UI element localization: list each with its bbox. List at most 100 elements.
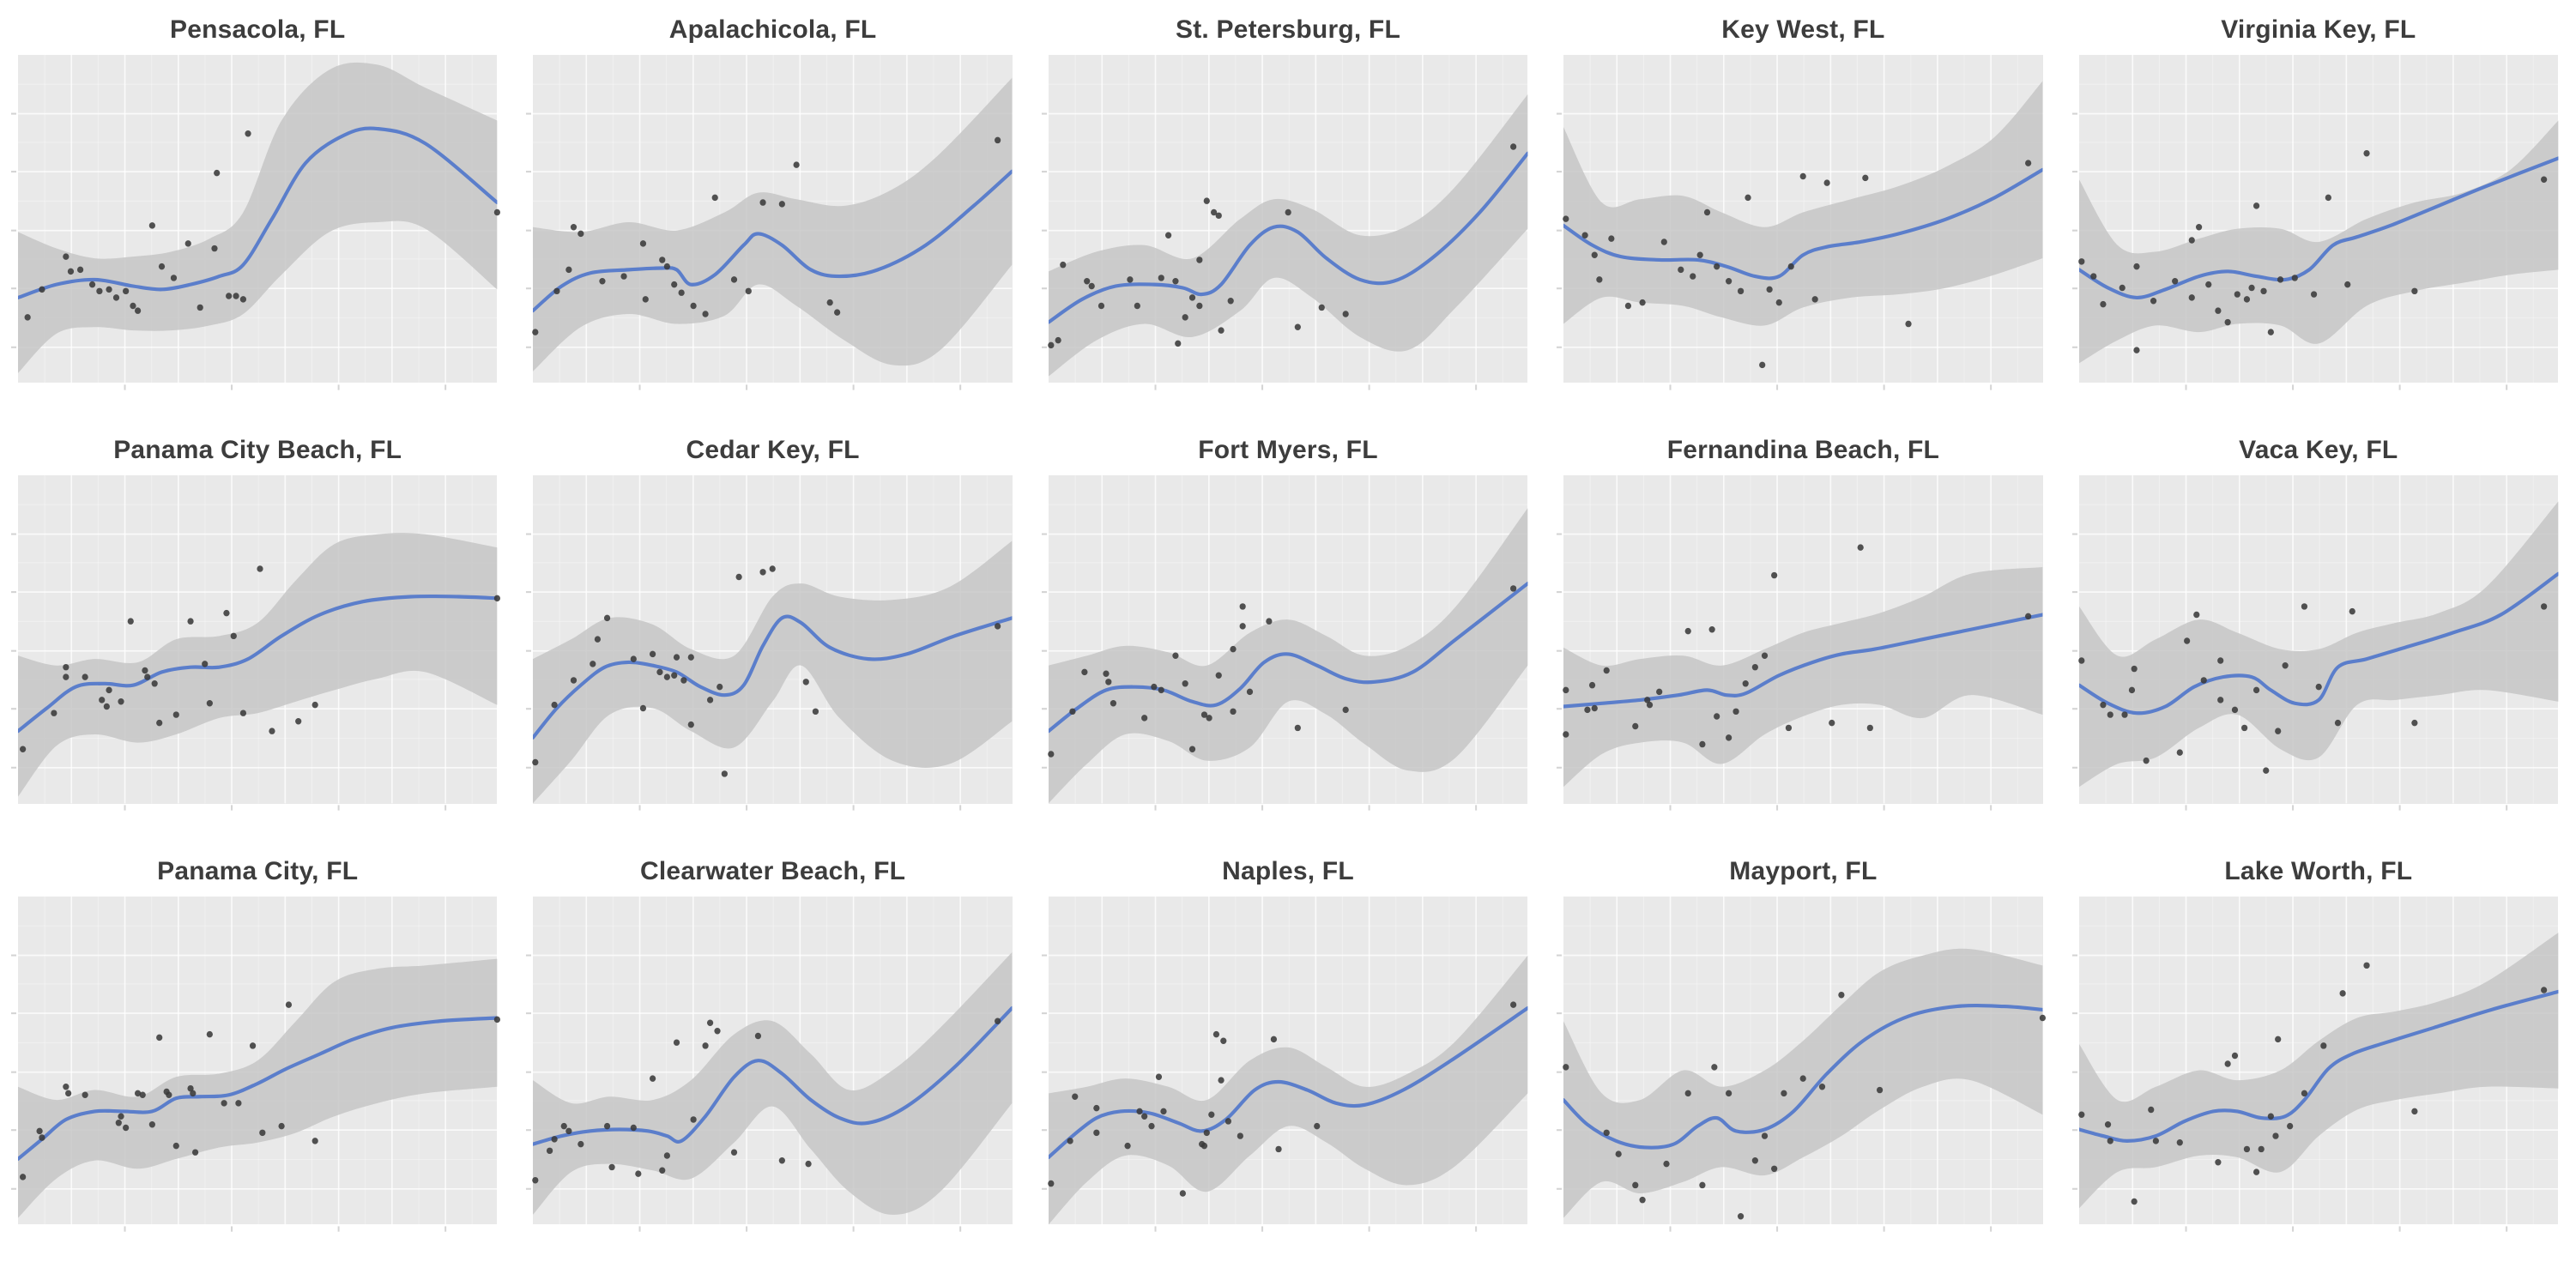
- data-point: [2077, 1111, 2085, 1118]
- data-point: [561, 1122, 568, 1130]
- data-point: [2147, 1106, 2154, 1113]
- data-point: [690, 1115, 698, 1123]
- axis-ticks: [526, 954, 962, 1232]
- scatter-points: [20, 565, 501, 753]
- data-point: [2188, 237, 2195, 244]
- scatter-smooth-plot: [10, 896, 501, 1232]
- smooth-trend-line: [1563, 1003, 2043, 1150]
- data-point: [1714, 263, 1720, 270]
- data-point: [1639, 299, 1646, 306]
- data-point: [144, 673, 151, 681]
- data-point: [76, 266, 84, 274]
- confidence-band: [533, 540, 1013, 804]
- data-point: [1829, 720, 1835, 727]
- data-point: [239, 296, 247, 303]
- smooth-trend-line: [18, 1016, 498, 1161]
- data-point: [664, 263, 671, 270]
- data-point: [604, 614, 611, 622]
- scatter-smooth-plot: [526, 55, 1013, 390]
- plot-area: [2071, 55, 2558, 390]
- data-point: [1110, 700, 1116, 707]
- data-point: [1742, 680, 1750, 687]
- data-point: [2104, 1120, 2111, 1128]
- data-point: [2286, 1122, 2293, 1130]
- confidence-band: [533, 77, 1013, 371]
- data-point: [532, 329, 539, 335]
- data-point: [608, 1163, 616, 1170]
- confidence-band: [2078, 932, 2558, 1208]
- data-point: [671, 281, 678, 288]
- data-point: [1771, 1165, 1778, 1172]
- data-point: [1200, 1142, 1207, 1149]
- data-point: [235, 1099, 242, 1107]
- data-point: [20, 1173, 27, 1180]
- data-point: [1762, 652, 1769, 660]
- data-point: [1589, 682, 1596, 689]
- data-point: [2200, 677, 2207, 685]
- scatter-points: [1563, 544, 2032, 748]
- data-point: [2143, 758, 2150, 764]
- data-point: [1140, 1113, 1148, 1120]
- data-point: [834, 309, 841, 316]
- data-point: [1696, 251, 1703, 258]
- data-point: [779, 1156, 786, 1164]
- data-point: [1098, 302, 1104, 310]
- plot-area: [526, 475, 1013, 811]
- data-point: [2310, 291, 2317, 298]
- data-point: [650, 1075, 656, 1082]
- plot-area: [10, 896, 501, 1232]
- scatter-points: [20, 1001, 501, 1180]
- data-point: [311, 702, 318, 709]
- data-point: [1246, 688, 1253, 696]
- data-point: [1047, 341, 1055, 349]
- data-point: [1509, 585, 1517, 593]
- data-point: [1656, 688, 1663, 696]
- data-point: [2363, 149, 2370, 157]
- data-point: [1179, 1189, 1186, 1197]
- data-point: [166, 1091, 172, 1098]
- data-point: [2277, 276, 2283, 283]
- confidence-band: [533, 951, 1013, 1215]
- smooth-trend-line: [18, 595, 498, 734]
- data-point: [1136, 1108, 1143, 1114]
- data-point: [640, 240, 647, 247]
- data-point: [139, 1091, 146, 1098]
- confidence-band: [1563, 567, 2043, 788]
- data-point: [214, 169, 221, 177]
- data-point: [1663, 1160, 1670, 1167]
- chart-panel: Mayport, FL: [1545, 842, 2060, 1262]
- scatter-points: [1563, 991, 2047, 1220]
- data-point: [2319, 1042, 2327, 1049]
- data-point: [577, 230, 584, 238]
- data-point: [1644, 697, 1651, 703]
- scatter-points: [532, 565, 1001, 778]
- data-point: [1088, 282, 1095, 290]
- data-point: [805, 1160, 813, 1167]
- data-point: [1196, 302, 1203, 310]
- data-point: [202, 661, 209, 667]
- data-point: [2025, 613, 2032, 620]
- scatter-smooth-plot: [1041, 896, 1528, 1232]
- data-point: [285, 1001, 293, 1008]
- data-point: [2410, 287, 2418, 295]
- data-point: [1215, 672, 1222, 679]
- data-point: [118, 698, 124, 705]
- plot-area: [1041, 896, 1528, 1232]
- data-point: [722, 770, 729, 778]
- plot-area: [2071, 896, 2558, 1232]
- data-point: [1624, 302, 1632, 310]
- data-point: [2128, 686, 2135, 694]
- data-point: [1059, 261, 1067, 269]
- confidence-band: [1048, 94, 1528, 377]
- data-point: [2325, 194, 2331, 202]
- axis-ticks: [2071, 533, 2507, 811]
- smooth-trend-line: [2078, 571, 2558, 716]
- data-point: [2107, 1137, 2113, 1144]
- data-point: [2216, 697, 2223, 703]
- confidence-band: [2078, 501, 2558, 788]
- data-point: [99, 697, 106, 703]
- scatter-smooth-plot: [1041, 55, 1528, 390]
- data-point: [995, 136, 1001, 144]
- scatter-smooth-plot: [2071, 896, 2558, 1232]
- data-point: [2540, 603, 2547, 610]
